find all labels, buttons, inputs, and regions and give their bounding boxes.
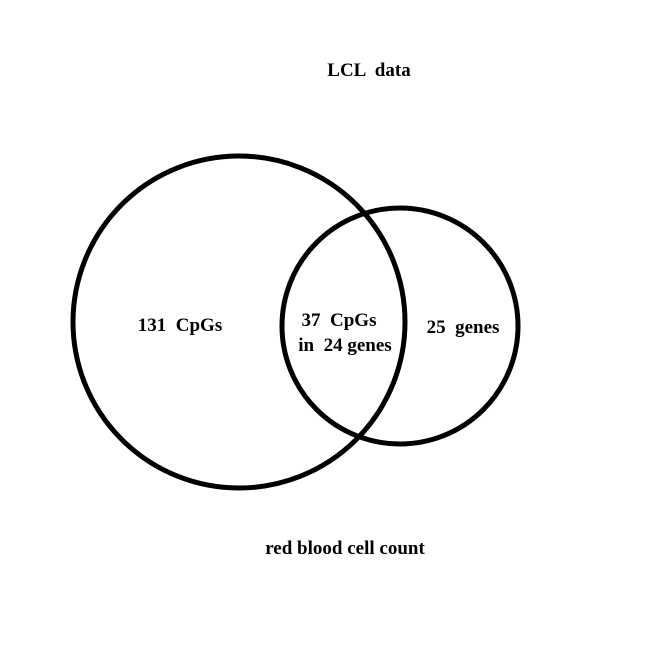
right-circle <box>279 205 521 447</box>
overlap-count-line1: 37 CpGs <box>302 310 377 331</box>
right-only-count: 25 genes <box>427 317 500 338</box>
left-only-count: 131 CpGs <box>138 315 222 336</box>
bottom-label: red blood cell count <box>265 538 425 559</box>
title-label: LCL data <box>327 60 411 81</box>
left-circle <box>70 153 408 491</box>
overlap-count-line2: in 24 genes <box>298 335 391 356</box>
